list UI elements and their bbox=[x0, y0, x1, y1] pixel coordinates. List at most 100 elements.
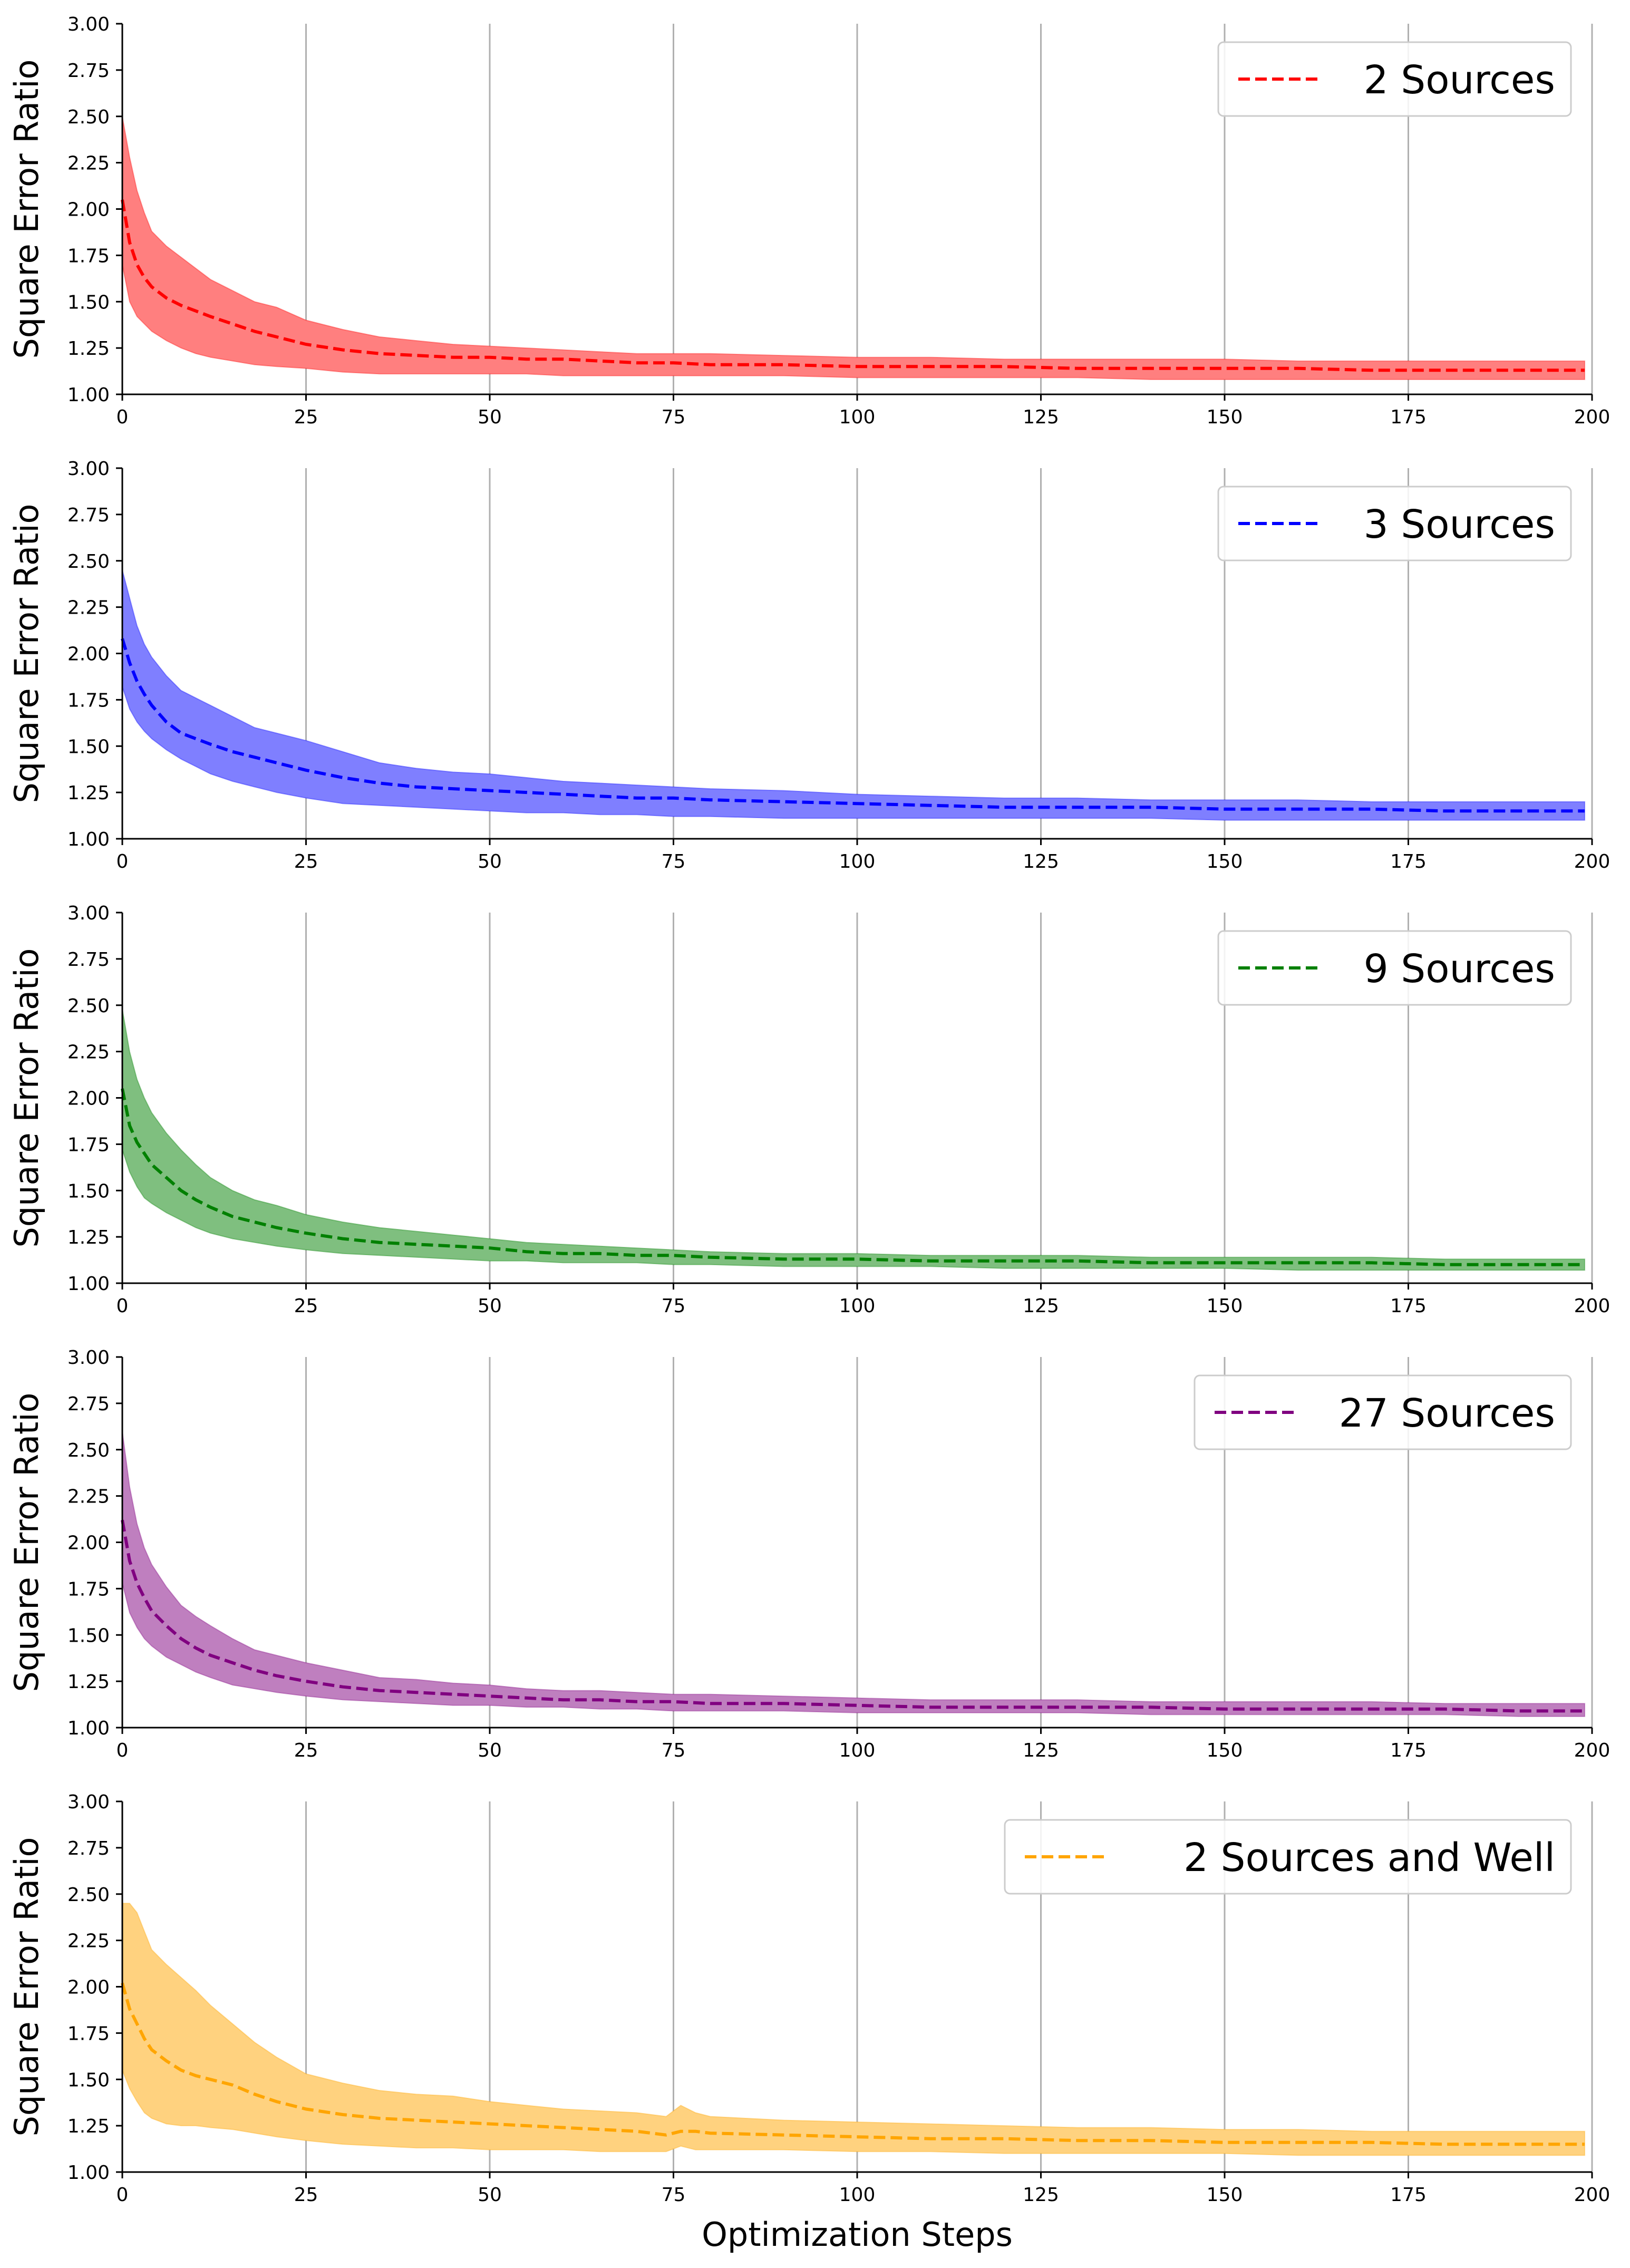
legend-box bbox=[1217, 930, 1572, 1006]
legend: 27 Sources bbox=[1194, 1374, 1572, 1450]
x-tick-label: 25 bbox=[294, 2184, 318, 2206]
x-tick-label: 150 bbox=[1207, 1740, 1243, 1761]
x-tick-label: 0 bbox=[117, 851, 129, 873]
x-tick-label: 0 bbox=[117, 1740, 129, 1761]
x-tick-label: 100 bbox=[839, 1295, 876, 1317]
x-tick-label: 175 bbox=[1390, 406, 1427, 428]
legend-label: 27 Sources bbox=[1339, 1391, 1555, 1436]
y-tick-label: 2.00 bbox=[67, 199, 110, 221]
x-tick-label: 50 bbox=[478, 2184, 502, 2206]
y-tick-label: 3.00 bbox=[67, 1791, 110, 1813]
legend: 2 Sources and Well bbox=[1004, 1819, 1572, 1895]
y-tick-label: 2.00 bbox=[67, 1533, 110, 1554]
chart-panel-3: 27 Sources 1.00 1.25 1.50 1.75 2.00 2.25 2.50 2.… bbox=[7, 1347, 1610, 1761]
y-axis-label: Square Error Ratio bbox=[7, 948, 46, 1248]
y-tick-label: 1.50 bbox=[67, 292, 110, 313]
series-band-0 bbox=[122, 1903, 1586, 2156]
series-band-0 bbox=[122, 116, 1586, 380]
legend-box bbox=[1217, 486, 1572, 561]
y-tick-label: 3.00 bbox=[67, 14, 110, 35]
x-tick-label: 100 bbox=[839, 851, 876, 873]
y-tick-label: 3.00 bbox=[67, 903, 110, 924]
y-tick-label: 2.00 bbox=[67, 1977, 110, 1999]
y-tick-label: 1.50 bbox=[67, 1625, 110, 1646]
y-tick-label: 2.25 bbox=[67, 153, 110, 175]
legend-label: 3 Sources bbox=[1364, 502, 1555, 547]
y-tick-label: 2.00 bbox=[67, 1088, 110, 1110]
x-tick-label: 75 bbox=[662, 1740, 686, 1761]
x-tick-label: 75 bbox=[662, 2184, 686, 2206]
x-tick-label: 200 bbox=[1574, 406, 1610, 428]
y-tick-label: 1.75 bbox=[67, 1578, 110, 1600]
x-tick-label: 125 bbox=[1023, 851, 1059, 873]
x-tick-label: 200 bbox=[1574, 1295, 1610, 1317]
x-tick-label: 150 bbox=[1207, 2184, 1243, 2206]
y-tick-label: 3.00 bbox=[67, 458, 110, 480]
legend-label: 2 Sources and Well bbox=[1183, 1835, 1555, 1881]
series-band-0 bbox=[122, 1431, 1586, 1717]
y-tick-label: 2.25 bbox=[67, 1486, 110, 1508]
x-tick-label: 150 bbox=[1207, 406, 1243, 428]
y-tick-label: 1.75 bbox=[67, 245, 110, 267]
y-tick-label: 1.50 bbox=[67, 1180, 110, 1202]
x-tick-label: 200 bbox=[1574, 851, 1610, 873]
x-tick-label: 125 bbox=[1023, 2184, 1059, 2206]
y-tick-label: 2.50 bbox=[67, 1884, 110, 1906]
y-tick-label: 1.00 bbox=[67, 2162, 110, 2184]
legend-box bbox=[1004, 1819, 1572, 1895]
y-tick-label: 1.75 bbox=[67, 2023, 110, 2044]
x-tick-label: 25 bbox=[294, 1740, 318, 1761]
x-tick-label: 200 bbox=[1574, 1740, 1610, 1761]
y-tick-label: 1.00 bbox=[67, 1273, 110, 1295]
y-tick-label: 1.75 bbox=[67, 1134, 110, 1156]
x-tick-label: 75 bbox=[662, 1295, 686, 1317]
chart-panel-1: 3 Sources 1.00 1.25 1.50 1.75 2.00 2.25 2.50 2.7… bbox=[7, 458, 1610, 873]
legend-box bbox=[1194, 1374, 1572, 1450]
x-tick-label: 0 bbox=[117, 406, 129, 428]
x-tick-label: 75 bbox=[662, 851, 686, 873]
y-tick-label: 2.25 bbox=[67, 1042, 110, 1063]
y-tick-label: 2.50 bbox=[67, 995, 110, 1017]
legend: 9 Sources bbox=[1217, 930, 1572, 1006]
x-tick-label: 125 bbox=[1023, 1295, 1059, 1317]
y-tick-label: 2.75 bbox=[67, 505, 110, 526]
x-tick-label: 25 bbox=[294, 851, 318, 873]
y-axis-label: Square Error Ratio bbox=[7, 1393, 46, 1692]
series-mean-line-0 bbox=[121, 1519, 1585, 1713]
x-tick-label: 50 bbox=[478, 851, 502, 873]
y-tick-label: 1.75 bbox=[67, 690, 110, 711]
x-tick-label: 50 bbox=[478, 1295, 502, 1317]
x-tick-label: 150 bbox=[1207, 851, 1243, 873]
chart-panel-0: 2 Sources 1.00 1.25 1.50 1.75 2.00 2.25 2.50 2.7… bbox=[7, 14, 1610, 428]
x-tick-label: 50 bbox=[478, 406, 502, 428]
y-axis-label: Square Error Ratio bbox=[7, 1837, 46, 2137]
x-tick-label: 150 bbox=[1207, 1295, 1243, 1317]
x-tick-label: 100 bbox=[839, 1740, 876, 1761]
x-tick-label: 0 bbox=[117, 2184, 129, 2206]
y-tick-label: 1.25 bbox=[67, 2116, 110, 2137]
legend: 2 Sources bbox=[1217, 41, 1572, 117]
y-tick-label: 1.25 bbox=[67, 1671, 110, 1693]
legend: 3 Sources bbox=[1217, 486, 1572, 561]
series-mean-line-0 bbox=[121, 638, 1585, 813]
chart-panel-4: 2 Sources and Well 1.00 1.25 1.50 1.75 2.00 2.… bbox=[7, 1791, 1610, 2206]
legend-label: 9 Sources bbox=[1364, 946, 1555, 992]
y-tick-label: 2.50 bbox=[67, 106, 110, 128]
x-tick-label: 100 bbox=[839, 2184, 876, 2206]
y-tick-label: 3.00 bbox=[67, 1347, 110, 1369]
y-tick-label: 1.25 bbox=[67, 782, 110, 804]
y-tick-label: 1.25 bbox=[67, 338, 110, 360]
y-axis-label: Square Error Ratio bbox=[7, 504, 46, 803]
y-tick-label: 1.00 bbox=[67, 1718, 110, 1739]
x-tick-label: 25 bbox=[294, 1295, 318, 1317]
legend-label: 2 Sources bbox=[1364, 57, 1555, 103]
y-tick-label: 1.50 bbox=[67, 736, 110, 758]
y-tick-label: 1.00 bbox=[67, 829, 110, 850]
series-band-0 bbox=[122, 1009, 1586, 1271]
y-tick-label: 1.00 bbox=[67, 384, 110, 406]
y-tick-label: 1.25 bbox=[67, 1227, 110, 1248]
x-tick-label: 175 bbox=[1390, 851, 1427, 873]
x-tick-label: 50 bbox=[478, 1740, 502, 1761]
x-axis-label: Optimization Steps bbox=[702, 2215, 1013, 2254]
